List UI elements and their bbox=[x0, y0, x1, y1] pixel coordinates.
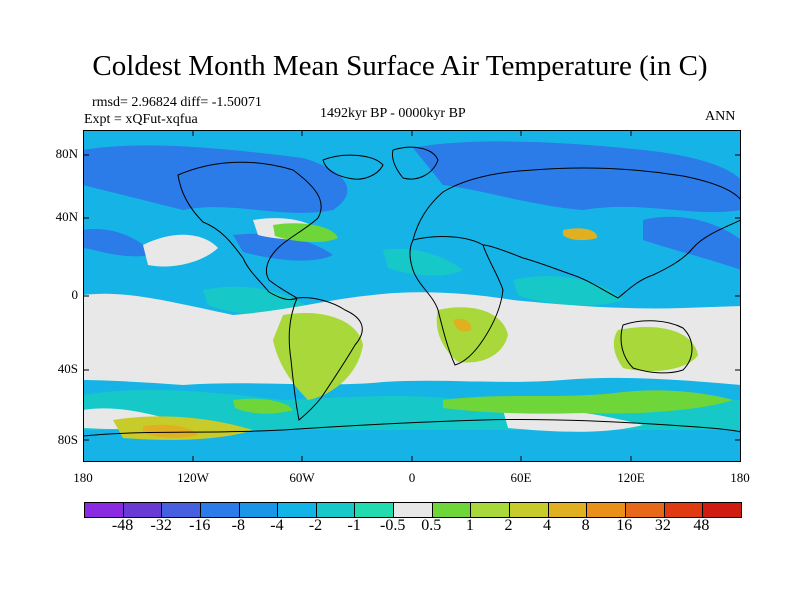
colorbar-cell bbox=[664, 503, 704, 517]
colorbar-label: 0.5 bbox=[421, 517, 442, 534]
lat-label-40s: 40S bbox=[57, 361, 78, 376]
experiment-label: Expt = xQFut-xqfua bbox=[84, 112, 198, 127]
coastlines bbox=[83, 146, 741, 437]
lon-label-120e: 120E bbox=[617, 470, 645, 485]
lat-label-80n: 80N bbox=[55, 146, 78, 161]
colorbar-label: -32 bbox=[150, 517, 172, 534]
colorbar-label: -16 bbox=[189, 517, 211, 534]
lon-label-180e: 180 bbox=[730, 470, 750, 485]
lat-label-40n: 40N bbox=[55, 209, 78, 224]
colorbar-label: 4 bbox=[543, 517, 552, 534]
colorbar-label: -8 bbox=[231, 517, 245, 534]
colorbar-label: -0.5 bbox=[380, 517, 406, 534]
map-frame bbox=[83, 130, 741, 462]
stats-label: rmsd= 2.96824 diff= -1.50071 bbox=[92, 95, 262, 110]
colorbar-label: 48 bbox=[693, 517, 710, 534]
lon-label-60e: 60E bbox=[510, 470, 532, 485]
colorbar-label: -2 bbox=[308, 517, 323, 534]
colorbar-label: 2 bbox=[504, 517, 513, 534]
colorbar-cell bbox=[85, 503, 124, 517]
colorbar-label: 32 bbox=[654, 517, 671, 534]
colorbar-cell bbox=[162, 503, 201, 517]
colorbar-cell bbox=[432, 503, 472, 517]
colorbar-cell bbox=[510, 503, 549, 517]
map-title: Coldest Month Mean Surface Air Temperatu… bbox=[92, 50, 708, 82]
colorbar-cell bbox=[471, 503, 511, 517]
colorbar-cell bbox=[355, 503, 395, 517]
colorbar-label: 1 bbox=[465, 517, 474, 534]
lon-label-60w: 60W bbox=[289, 470, 315, 485]
period-label: 1492kyr BP - 0000kyr BP bbox=[320, 106, 466, 121]
lon-label-180w: 180 bbox=[73, 470, 93, 485]
colorbar-cell bbox=[316, 503, 356, 517]
colorbar-label: -48 bbox=[111, 517, 134, 534]
season-label: ANN bbox=[705, 109, 736, 124]
colorbar-cell bbox=[123, 503, 163, 517]
colorbar-label: 8 bbox=[581, 517, 590, 534]
temperature-map bbox=[83, 130, 741, 462]
colorbar-cell bbox=[239, 503, 279, 517]
warm-regions bbox=[113, 223, 733, 440]
colorbar-cell bbox=[394, 503, 433, 517]
colorbar bbox=[84, 502, 742, 518]
colorbar-label: 16 bbox=[616, 517, 633, 534]
colorbar-label: -4 bbox=[270, 517, 284, 534]
colorbar-cell bbox=[548, 503, 588, 517]
map-canvas bbox=[83, 130, 741, 462]
lon-label-0: 0 bbox=[408, 470, 416, 485]
lon-label-120w: 120W bbox=[177, 470, 209, 485]
colorbar-cell bbox=[587, 503, 626, 517]
colorbar-cell bbox=[625, 503, 665, 517]
lat-label-80s: 80S bbox=[57, 432, 78, 447]
neutral-regions bbox=[83, 218, 741, 432]
colorbar-cell bbox=[703, 503, 741, 517]
colorbar-label: -1 bbox=[347, 517, 361, 534]
cold-regions bbox=[83, 141, 741, 270]
colorbar-cell bbox=[200, 503, 240, 517]
colorbar-cell bbox=[278, 503, 317, 517]
lat-label-0: 0 bbox=[71, 287, 79, 302]
